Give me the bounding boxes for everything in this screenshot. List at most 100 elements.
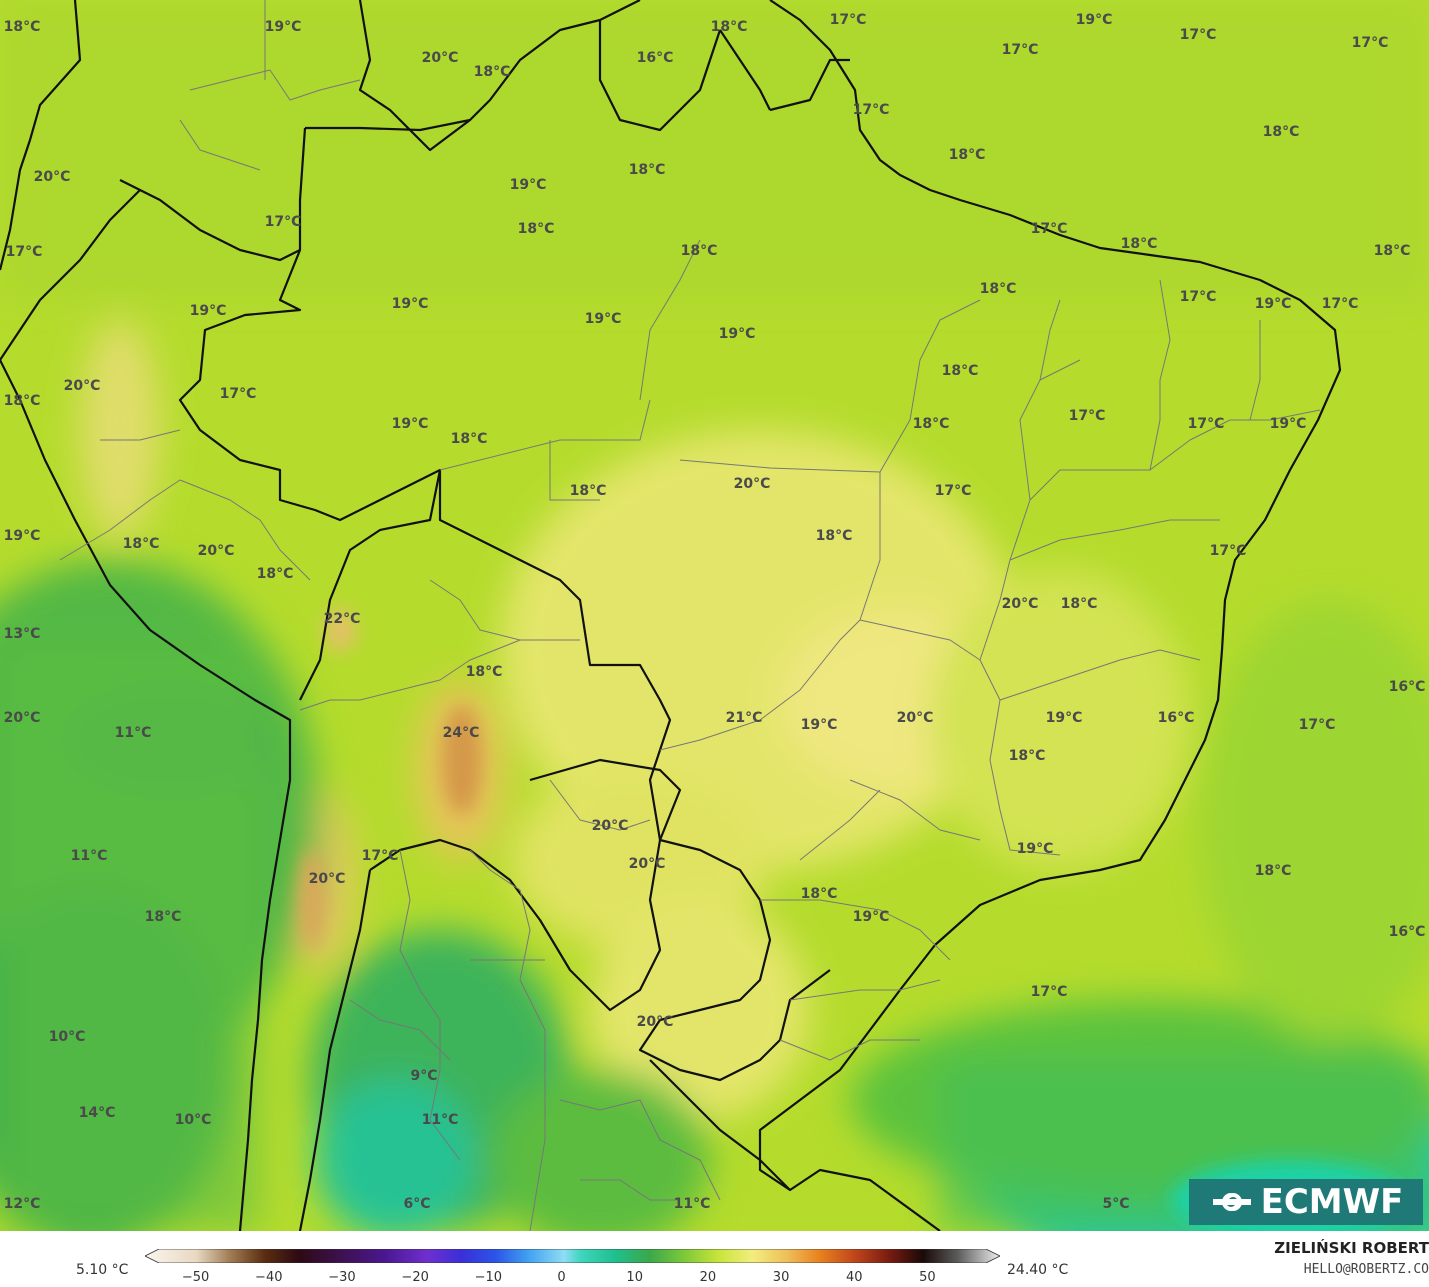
temperature-label: 17°C xyxy=(220,386,257,402)
temperature-map: 18°C 19°C 20°C 18°C 16°C 18°C 17°C 19°C 17°C 17°C… xyxy=(0,0,1429,1231)
colorbar-tick-label: 40 xyxy=(845,1270,863,1285)
colorbar-tick-label: 0 xyxy=(557,1270,566,1285)
temperature-label: 18°C xyxy=(1263,124,1300,140)
temperature-label: 17°C xyxy=(1210,543,1247,559)
temperature-label: 18°C xyxy=(518,221,555,237)
temperature-label: 20°C xyxy=(629,856,666,872)
temperature-label: 19°C xyxy=(190,303,227,319)
temperature-label: 17°C xyxy=(1180,289,1217,305)
temperature-label: 24°C xyxy=(443,725,480,741)
temperature-label: 22°C xyxy=(324,611,361,627)
temperature-label: 20°C xyxy=(592,818,629,834)
temperature-label: 18°C xyxy=(1009,748,1046,764)
temperature-labels: 18°C 19°C 20°C 18°C 16°C 18°C 17°C 19°C 17°C 17°C… xyxy=(4,12,1426,1212)
ecmwf-logo: ECMWF xyxy=(1189,1179,1423,1225)
temperature-label: 17°C xyxy=(1299,717,1336,733)
temperature-label: 17°C xyxy=(1352,35,1389,51)
temperature-label: 18°C xyxy=(570,483,607,499)
temperature-label: 18°C xyxy=(816,528,853,544)
temperature-label: 18°C xyxy=(474,64,511,80)
temperature-label: 5°C xyxy=(1102,1196,1129,1212)
temperature-label: 18°C xyxy=(257,566,294,582)
colorbar-tick-label: −20 xyxy=(401,1270,429,1285)
temperature-label: 16°C xyxy=(1389,924,1426,940)
temperature-label: 18°C xyxy=(913,416,950,432)
temperature-label: 19°C xyxy=(4,528,41,544)
temperature-label: 20°C xyxy=(1002,596,1039,612)
temperature-label: 17°C xyxy=(362,848,399,864)
temperature-label: 20°C xyxy=(637,1014,674,1030)
temperature-label: 17°C xyxy=(853,102,890,118)
temperature-label: 11°C xyxy=(115,725,152,741)
temperature-label: 18°C xyxy=(451,431,488,447)
temperature-label: 19°C xyxy=(719,326,756,342)
legend-max-value: 24.40 °C xyxy=(1007,1262,1069,1278)
temperature-label: 18°C xyxy=(711,19,748,35)
temperature-label: 10°C xyxy=(175,1112,212,1128)
country-borders xyxy=(0,0,1342,1231)
colorbar-tick-label: 20 xyxy=(699,1270,717,1285)
temperature-label: 19°C xyxy=(1017,841,1054,857)
author-credit: ZIELIŃSKI ROBERT xyxy=(1274,1239,1429,1257)
temperature-label: 19°C xyxy=(1255,296,1292,312)
temperature-label: 18°C xyxy=(1121,236,1158,252)
temperature-label: 10°C xyxy=(49,1029,86,1045)
temperature-label: 18°C xyxy=(681,243,718,259)
temperature-label: 18°C xyxy=(145,909,182,925)
temperature-label: 20°C xyxy=(198,543,235,559)
temperature-label: 20°C xyxy=(4,710,41,726)
temperature-label: 20°C xyxy=(897,710,934,726)
temperature-label: 19°C xyxy=(392,416,429,432)
ecmwf-logo-text: ECMWF xyxy=(1260,1182,1404,1222)
colorbar-tick-label: −50 xyxy=(181,1270,210,1285)
temperature-label: 20°C xyxy=(422,50,459,66)
temperature-label: 13°C xyxy=(4,626,41,642)
temperature-label: 16°C xyxy=(1389,679,1426,695)
temperature-label: 18°C xyxy=(629,162,666,178)
temperature-label: 20°C xyxy=(734,476,771,492)
temperature-label: 18°C xyxy=(949,147,986,163)
temperature-label: 18°C xyxy=(466,664,503,680)
temperature-label: 19°C xyxy=(1270,416,1307,432)
temperature-label: 11°C xyxy=(71,848,108,864)
temperature-label: 17°C xyxy=(1069,408,1106,424)
temperature-label: 17°C xyxy=(1031,221,1068,237)
temperature-label: 21°C xyxy=(726,710,763,726)
temperature-label: 19°C xyxy=(1076,12,1113,28)
ecmwf-logo-icon xyxy=(1212,1193,1251,1211)
temperature-label: 18°C xyxy=(801,886,838,902)
temperature-label: 9°C xyxy=(410,1068,437,1084)
temperature-label: 11°C xyxy=(674,1196,711,1212)
temperature-label: 20°C xyxy=(309,871,346,887)
temperature-label: 19°C xyxy=(265,19,302,35)
temperature-label: 20°C xyxy=(64,378,101,394)
author-email: HELLO@ROBERTZ.CO xyxy=(1303,1262,1429,1277)
temperature-label: 18°C xyxy=(4,393,41,409)
temperature-label: 19°C xyxy=(510,177,547,193)
temperature-label: 17°C xyxy=(265,214,302,230)
temperature-colorbar xyxy=(145,1249,1000,1263)
temperature-label: 18°C xyxy=(1255,863,1292,879)
temperature-label: 12°C xyxy=(4,1196,41,1212)
state-borders xyxy=(59,0,1321,1231)
temperature-label: 18°C xyxy=(980,281,1017,297)
temperature-label: 19°C xyxy=(801,717,838,733)
temperature-label: 14°C xyxy=(79,1105,116,1121)
temperature-label: 18°C xyxy=(1061,596,1098,612)
temperature-label: 6°C xyxy=(403,1196,430,1212)
temperature-label: 18°C xyxy=(4,19,41,35)
temperature-label: 11°C xyxy=(422,1112,459,1128)
temperature-label: 16°C xyxy=(637,50,674,66)
colorbar-tick-label: 50 xyxy=(919,1270,936,1285)
colorbar-tick-label: 30 xyxy=(772,1270,790,1285)
colorbar-tick-label: −10 xyxy=(474,1270,503,1285)
temperature-label: 17°C xyxy=(830,12,867,28)
temperature-label: 17°C xyxy=(1322,296,1359,312)
temperature-label: 19°C xyxy=(853,909,890,925)
temperature-label: 19°C xyxy=(585,311,622,327)
colorbar-tick-label: 10 xyxy=(626,1270,643,1285)
temperature-label: 17°C xyxy=(6,244,43,260)
temperature-label: 18°C xyxy=(942,363,979,379)
temperature-label: 17°C xyxy=(1188,416,1225,432)
temperature-label: 17°C xyxy=(1031,984,1068,1000)
